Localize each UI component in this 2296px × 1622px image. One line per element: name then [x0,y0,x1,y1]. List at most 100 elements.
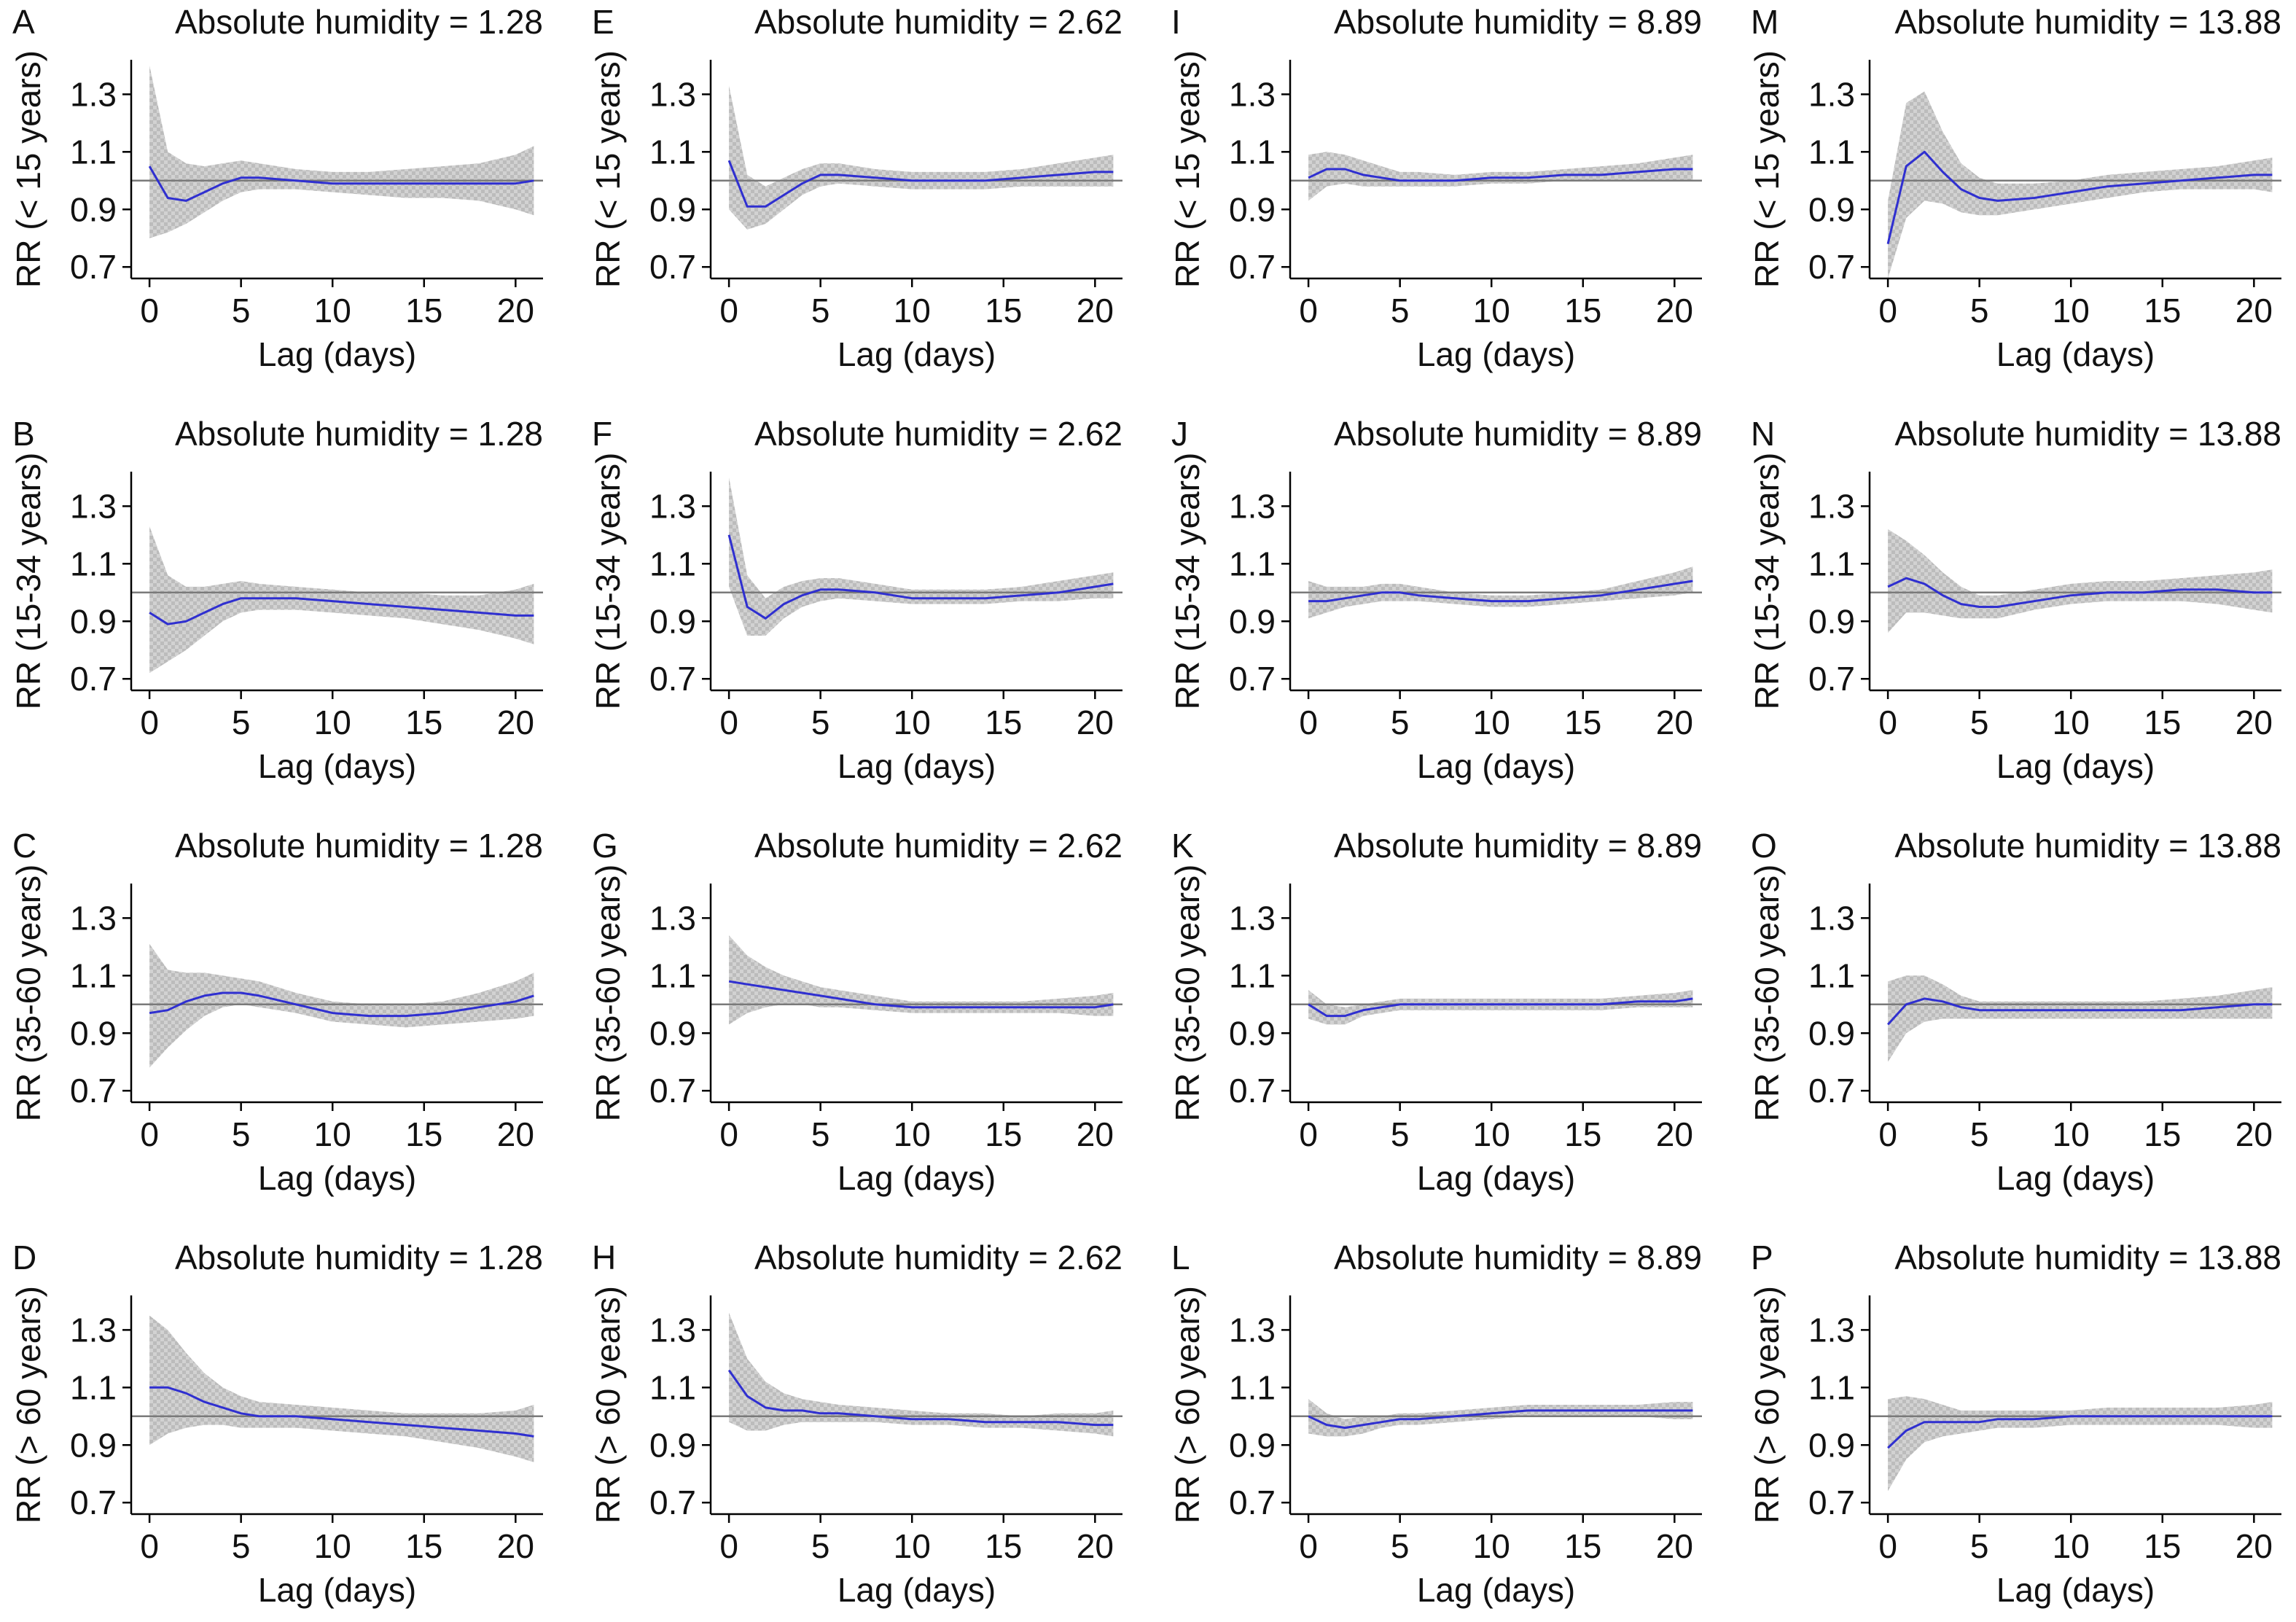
rr-line [149,597,534,625]
y-tick-label: 0.9 [1808,1426,1855,1464]
x-axis-label: Lag (days) [258,1571,416,1609]
panel-letter: C [12,827,36,865]
confidence-band [1308,152,1693,201]
x-tick-label: 0 [1878,292,1897,330]
panel-letter: A [12,3,35,41]
x-tick-label: 10 [894,1527,931,1565]
y-tick-label: 0.7 [70,1072,117,1110]
y-tick-label: 1.3 [1808,1311,1855,1349]
x-tick-label: 20 [497,1527,534,1565]
x-axis-label: Lag (days) [258,747,416,785]
panel-letter: J [1171,415,1188,453]
x-tick-label: 0 [1299,1527,1318,1565]
x-tick-label: 5 [232,1527,251,1565]
y-tick-label: 1.1 [649,133,696,171]
panel-title: Absolute humidity = 8.89 [1334,415,1702,453]
y-tick-label: 0.7 [1808,1072,1855,1110]
x-tick-label: 20 [497,703,534,741]
y-tick-label: 1.3 [1808,899,1855,937]
x-tick-label: 0 [719,292,738,330]
y-tick-label: 1.1 [649,545,696,582]
x-tick-label: 20 [2236,703,2273,741]
panel-o: 0.7 0.9 1.1 1.3 0 5 10 15 20 Lag (days) RR (35-60 … [1748,827,2281,1197]
y-tick-label: 1.3 [1808,487,1855,525]
y-axis-label: RR (> 60 years) [1168,1286,1206,1524]
x-tick-label: 15 [405,703,442,741]
x-tick-label: 10 [314,703,351,741]
x-tick-label: 20 [2236,292,2273,330]
x-axis-label: Lag (days) [837,1159,996,1197]
x-tick-label: 10 [894,1115,931,1153]
y-tick-label: 0.7 [70,1483,117,1521]
y-axis-label: RR (35-60 years) [589,865,627,1122]
x-tick-label: 10 [1473,1115,1510,1153]
y-axis-label: RR (15-34 years) [9,453,47,710]
panel-title: Absolute humidity = 8.89 [1334,1239,1702,1276]
x-tick-label: 15 [2144,1527,2181,1565]
x-tick-label: 15 [2144,703,2181,741]
y-tick-label: 1.3 [649,75,696,113]
rr-line [1886,150,2273,244]
panel-title: Absolute humidity = 1.28 [175,415,543,453]
x-tick-label: 20 [2236,1527,2273,1565]
x-tick-label: 10 [314,1527,351,1565]
rr-line [727,534,1114,620]
x-tick-label: 10 [2053,292,2090,330]
x-tick-label: 20 [1077,1115,1114,1153]
x-tick-label: 0 [1878,1115,1897,1153]
x-tick-label: 0 [1878,703,1897,741]
x-tick-label: 20 [1077,1527,1114,1565]
panel-title: Absolute humidity = 13.88 [1894,827,2281,865]
x-tick-label: 10 [2053,1115,2090,1153]
x-tick-label: 20 [1656,292,1693,330]
panel-letter: F [592,415,612,453]
x-tick-label: 20 [1077,703,1114,741]
panel-m: 0.7 0.9 1.1 1.3 0 5 10 15 20 Lag (days) RR (< 15 y… [1748,3,2281,373]
panel-b: 0.7 0.9 1.1 1.3 0 5 10 15 20 Lag (days) RR (15-34 … [9,415,543,785]
confidence-band [1308,1399,1693,1437]
panel-letter: P [1751,1239,1773,1276]
x-tick-label: 15 [985,703,1022,741]
y-tick-label: 0.7 [1229,1072,1276,1110]
x-tick-label: 15 [2144,292,2181,330]
rr-line [1308,580,1693,603]
y-tick-label: 1.1 [70,1368,117,1406]
panel-a: 0.7 0.9 1.1 1.3 0 5 10 15 20 Lag (days) RR (< 15 y… [9,3,543,373]
confidence-band [149,1315,534,1462]
y-tick-label: 1.1 [1808,545,1855,582]
x-tick-label: 20 [497,292,534,330]
panel-title: Absolute humidity = 1.28 [175,1239,543,1276]
confidence-band [1888,975,2273,1062]
x-axis-label: Lag (days) [837,335,996,373]
rr-line [727,160,1114,208]
x-tick-label: 5 [1391,1115,1410,1153]
x-tick-label: 0 [140,1527,159,1565]
x-tick-label: 0 [1299,703,1318,741]
y-tick-label: 1.1 [1229,956,1276,994]
y-tick-label: 0.9 [649,602,696,640]
panel-d: 0.7 0.9 1.1 1.3 0 5 10 15 20 Lag (days) RR (> 60 y… [9,1239,543,1609]
x-tick-label: 10 [894,703,931,741]
x-tick-label: 5 [811,1115,830,1153]
panel-p: 0.7 0.9 1.1 1.3 0 5 10 15 20 Lag (days) RR (> 60 y… [1748,1239,2281,1609]
y-tick-label: 0.7 [70,660,117,698]
panel-title: Absolute humidity = 8.89 [1334,827,1702,865]
x-axis-label: Lag (days) [258,1159,416,1197]
y-axis-label: RR (35-60 years) [1748,865,1786,1122]
panel-letter: E [592,3,614,41]
panel-g: 0.7 0.9 1.1 1.3 0 5 10 15 20 Lag (days) RR (35-60 … [589,827,1122,1197]
y-tick-label: 1.3 [649,899,696,937]
y-tick-label: 0.7 [70,248,117,286]
panel-e: 0.7 0.9 1.1 1.3 0 5 10 15 20 Lag (days) RR (< 15 y… [589,3,1122,373]
y-tick-label: 0.7 [1229,660,1276,698]
y-tick-label: 0.9 [70,190,117,228]
x-tick-label: 20 [1077,292,1114,330]
panel-title: Absolute humidity = 1.28 [175,827,543,865]
panel-title: Absolute humidity = 2.62 [754,415,1122,453]
x-tick-label: 15 [405,292,442,330]
x-tick-label: 0 [719,703,738,741]
x-tick-label: 10 [1473,292,1510,330]
x-tick-label: 10 [1473,1527,1510,1565]
y-axis-label: RR (< 15 years) [1168,50,1206,288]
confidence-band [1888,529,2273,633]
